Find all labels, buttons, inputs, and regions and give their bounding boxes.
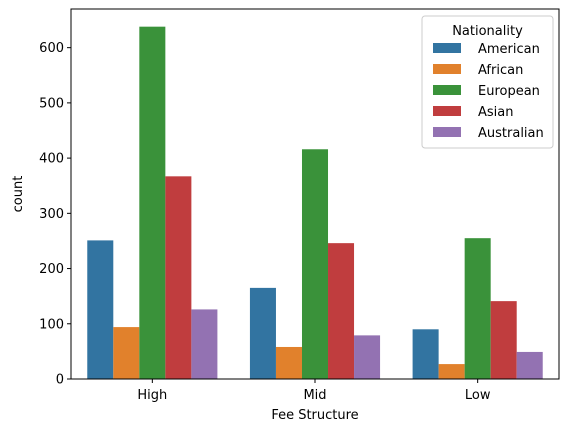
- y-axis-label: count: [11, 176, 26, 213]
- legend-label-african: African: [478, 63, 523, 78]
- bar-american-high: [87, 240, 114, 379]
- legend-swatch-australian: [433, 127, 461, 137]
- bar-asian-low: [490, 301, 517, 379]
- legend-title: Nationality: [452, 24, 523, 39]
- y-axis: 0 100 200 300 400 500 600: [39, 41, 71, 388]
- legend-swatch-asian: [433, 106, 461, 116]
- y-tick-label: 500: [39, 96, 64, 111]
- legend-label-asian: Asian: [478, 105, 513, 120]
- legend-label-australian: Australian: [478, 126, 544, 141]
- y-tick-label: 300: [39, 207, 64, 222]
- x-axis: High Mid Low: [137, 379, 491, 403]
- bar-european-high: [139, 26, 166, 380]
- bar-african-mid: [275, 346, 302, 379]
- x-tick-label-low: Low: [465, 388, 491, 403]
- bar-european-low: [464, 238, 491, 379]
- bar-european-mid: [301, 149, 329, 379]
- y-tick-label: 200: [39, 262, 64, 277]
- bar-australian-low: [516, 351, 543, 379]
- x-tick-label-high: High: [137, 388, 167, 403]
- bar-australian-mid: [354, 335, 381, 379]
- legend-items: American African European Asian Australian: [433, 42, 544, 141]
- bar-australian-high: [191, 309, 218, 379]
- bar-african-low: [438, 364, 465, 379]
- legend: Nationality American African European Asian…: [421, 15, 554, 149]
- x-tick-label-mid: Mid: [303, 388, 326, 403]
- bar-african-high: [113, 327, 140, 379]
- bar-american-mid: [249, 287, 276, 379]
- y-tick-label: 600: [39, 41, 64, 56]
- legend-swatch-african: [433, 64, 461, 74]
- legend-swatch-european: [433, 85, 461, 95]
- bar-american-low: [412, 329, 439, 379]
- bar-asian-mid: [328, 243, 355, 379]
- y-tick-label: 0: [56, 373, 64, 388]
- legend-label-american: American: [478, 42, 540, 57]
- y-tick-label: 100: [39, 317, 64, 332]
- y-tick-label: 400: [39, 152, 64, 167]
- legend-label-european: European: [478, 84, 540, 99]
- bar-asian-high: [165, 176, 192, 379]
- x-axis-label: Fee Structure: [271, 408, 358, 423]
- legend-swatch-american: [433, 43, 461, 53]
- bars-group: [87, 26, 543, 380]
